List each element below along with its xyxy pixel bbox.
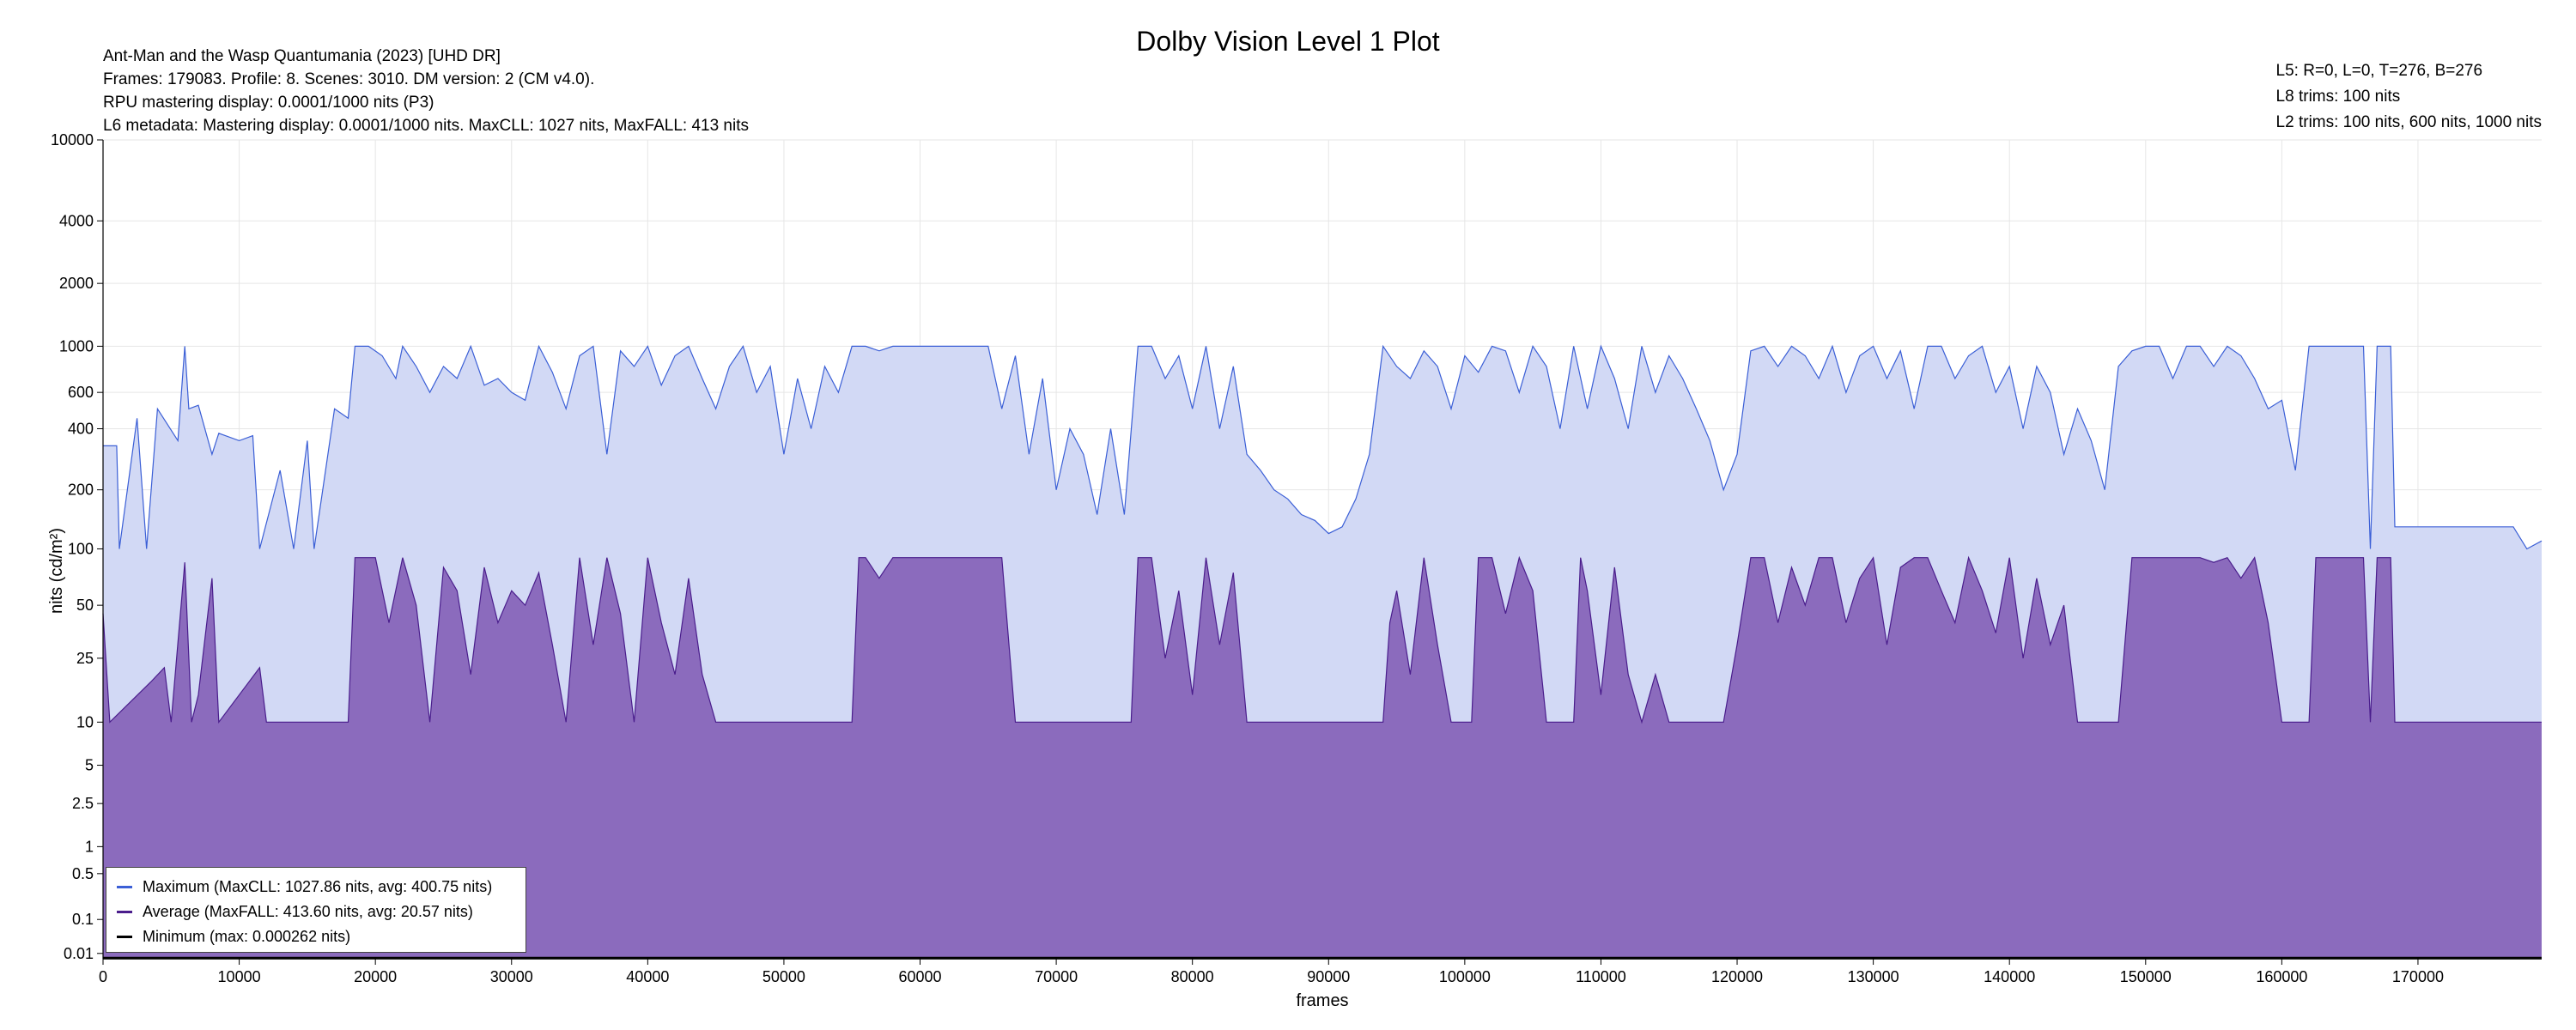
movie-title-line: Ant-Man and the Wasp Quantumania (2023) … <box>103 47 501 65</box>
l6-metadata-line: L6 metadata: Mastering display: 0.0001/1… <box>103 117 749 135</box>
legend-item-minimum: Minimum (max: 0.000262 nits) <box>117 924 515 949</box>
series-line-0 <box>103 344 2543 550</box>
x-tick-label: 20000 <box>354 968 397 985</box>
l8-trims-line: L8 trims: 100 nits <box>2275 88 2401 106</box>
y-tick-label: 400 <box>68 421 94 438</box>
y-tick-label: 600 <box>68 384 94 401</box>
rpu-mastering-line: RPU mastering display: 0.0001/1000 nits … <box>103 94 434 112</box>
x-tick-label: 170000 <box>2392 968 2444 985</box>
series-layer <box>102 344 2543 960</box>
legend-label-minimum: Minimum (max: 0.000262 nits) <box>143 928 351 945</box>
legend-item-maximum: Maximum (MaxCLL: 1027.86 nits, avg: 400.… <box>117 875 515 900</box>
x-tick-label: 0 <box>99 968 107 985</box>
metadata-info-left: Ant-Man and the Wasp Quantumania (2023) … <box>103 45 749 137</box>
y-tick-label: 200 <box>68 482 94 499</box>
y-tick-label: 100 <box>68 540 94 557</box>
x-tick-label: 70000 <box>1035 968 1078 985</box>
x-tick-label: 30000 <box>490 968 533 985</box>
metadata-info-right: L5: R=0, L=0, T=276, B=276 L8 trims: 100… <box>2276 58 2542 136</box>
y-tick-label: 0.5 <box>72 865 94 882</box>
y-tick-label: 0.01 <box>64 945 94 962</box>
y-tick-label: 0.1 <box>72 911 94 928</box>
legend-label-average: Average (MaxFALL: 413.60 nits, avg: 20.5… <box>143 903 473 920</box>
l2-trims-line: L2 trims: 100 nits, 600 nits, 1000 nits <box>2275 113 2542 131</box>
legend: Maximum (MaxCLL: 1027.86 nits, avg: 400.… <box>106 867 526 953</box>
legend-swatch-maximum <box>117 886 132 888</box>
legend-item-average: Average (MaxFALL: 413.60 nits, avg: 20.5… <box>117 900 515 924</box>
y-tick-label: 2.5 <box>72 795 94 812</box>
y-tick-label: 4000 <box>59 212 94 229</box>
x-tick-label: 110000 <box>1576 968 1626 985</box>
y-tick-label: 25 <box>76 650 94 667</box>
x-tick-label: 80000 <box>1171 968 1214 985</box>
ticks: 0 10000 20000 30000 40000 50000 60000 70000 8000… <box>51 131 2444 985</box>
y-axis-label: nits (cd/m²) <box>47 528 66 614</box>
chart-title: Dolby Vision Level 1 Plot <box>1136 26 1440 57</box>
x-tick-label: 40000 <box>626 968 669 985</box>
y-tick-label: 10000 <box>51 131 94 148</box>
y-tick-label: 10 <box>76 713 94 730</box>
l5-line: L5: R=0, L=0, T=276, B=276 <box>2275 62 2483 80</box>
series-area-1 <box>103 557 2542 959</box>
legend-swatch-average <box>117 911 132 913</box>
x-tick-label: 120000 <box>1711 968 1763 985</box>
x-tick-label: 130000 <box>1848 968 1899 985</box>
x-tick-label: 140000 <box>1984 968 2035 985</box>
y-tick-label: 2000 <box>59 275 94 292</box>
y-tick-label: 50 <box>76 597 94 614</box>
y-tick-label: 1 <box>85 838 94 855</box>
axes <box>102 140 2542 960</box>
legend-label-maximum: Maximum (MaxCLL: 1027.86 nits, avg: 400.… <box>143 878 493 895</box>
x-tick-label: 60000 <box>898 968 941 985</box>
legend-swatch-minimum <box>117 936 132 938</box>
y-tick-label: 1000 <box>59 337 94 354</box>
frames-info-line: Frames: 179083. Profile: 8. Scenes: 3010… <box>103 70 595 88</box>
x-tick-label: 160000 <box>2256 968 2307 985</box>
x-tick-label: 10000 <box>218 968 261 985</box>
x-tick-label: 50000 <box>762 968 805 985</box>
x-tick-label: 150000 <box>2120 968 2172 985</box>
y-tick-label: 5 <box>85 757 94 774</box>
x-tick-label: 100000 <box>1439 968 1491 985</box>
series-line-1 <box>102 555 2542 724</box>
x-axis-label: frames <box>1296 991 1348 1010</box>
x-tick-label: 90000 <box>1307 968 1350 985</box>
